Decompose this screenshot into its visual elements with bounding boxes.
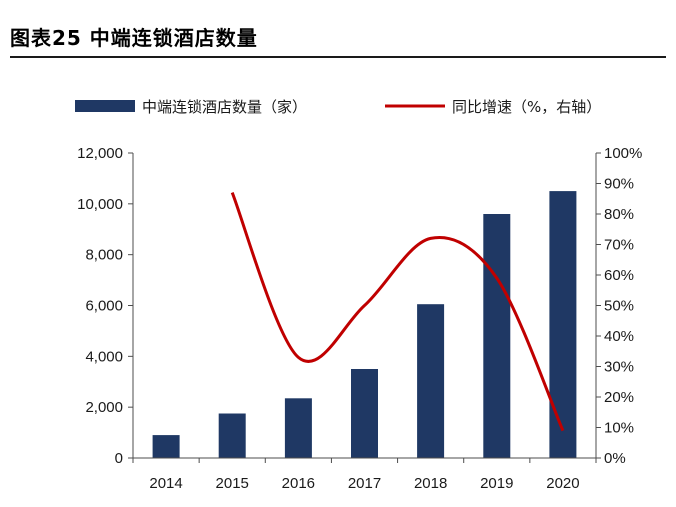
- legend-bar-label: 中端连锁酒店数量（家）: [142, 98, 307, 116]
- left-tick-label: 2,000: [85, 399, 123, 416]
- x-tick-label: 2018: [414, 475, 447, 492]
- right-tick-label: 60%: [604, 267, 634, 284]
- axes: 0 2,000 4,000 6,000 8,000 10,000 12,000 0% 10% 20…: [77, 145, 642, 492]
- x-tick-label: 2015: [216, 475, 249, 492]
- right-tick-label: 100%: [604, 145, 642, 162]
- legend-bar-swatch: [75, 100, 135, 112]
- x-tick-label: 2019: [480, 475, 513, 492]
- right-tick-label: 30%: [604, 359, 634, 376]
- legend: 中端连锁酒店数量（家） 同比增速（%，右轴）: [75, 98, 601, 116]
- right-tick-label: 90%: [604, 176, 634, 193]
- right-tick-label: 50%: [604, 298, 634, 315]
- title-rule: [10, 56, 666, 58]
- bar-2018: [417, 304, 445, 458]
- left-tick-label: 6,000: [85, 298, 123, 315]
- right-tick-label: 40%: [604, 328, 634, 345]
- right-tick-label: 10%: [604, 420, 634, 437]
- legend-line-label: 同比增速（%，右轴）: [452, 98, 601, 116]
- bar-2017: [351, 369, 378, 458]
- right-tick-label: 80%: [604, 206, 634, 223]
- bar-2016: [284, 398, 312, 458]
- left-tick-label: 0: [115, 450, 123, 467]
- bar-2015: [218, 413, 246, 458]
- x-tick-label: 2020: [546, 475, 579, 492]
- left-tick-label: 8,000: [85, 247, 123, 264]
- right-tick-label: 20%: [604, 389, 634, 406]
- right-tick-label: 70%: [604, 237, 634, 254]
- left-tick-label: 4,000: [85, 348, 123, 365]
- x-tick-label: 2016: [282, 475, 315, 492]
- left-tick-label: 12,000: [77, 145, 123, 162]
- line-series: [230, 192, 565, 432]
- bar-2020: [549, 191, 577, 458]
- growth-line: [230, 192, 565, 432]
- x-tick-label: 2014: [149, 475, 182, 492]
- figure-title: 图表25 中端连锁酒店数量: [10, 26, 258, 50]
- x-tick-label: 2017: [348, 475, 381, 492]
- bar-2014: [152, 435, 180, 458]
- right-tick-label: 0%: [604, 450, 626, 467]
- bar-2019: [483, 214, 511, 458]
- bar-series: [152, 191, 577, 458]
- left-tick-label: 10,000: [77, 196, 123, 213]
